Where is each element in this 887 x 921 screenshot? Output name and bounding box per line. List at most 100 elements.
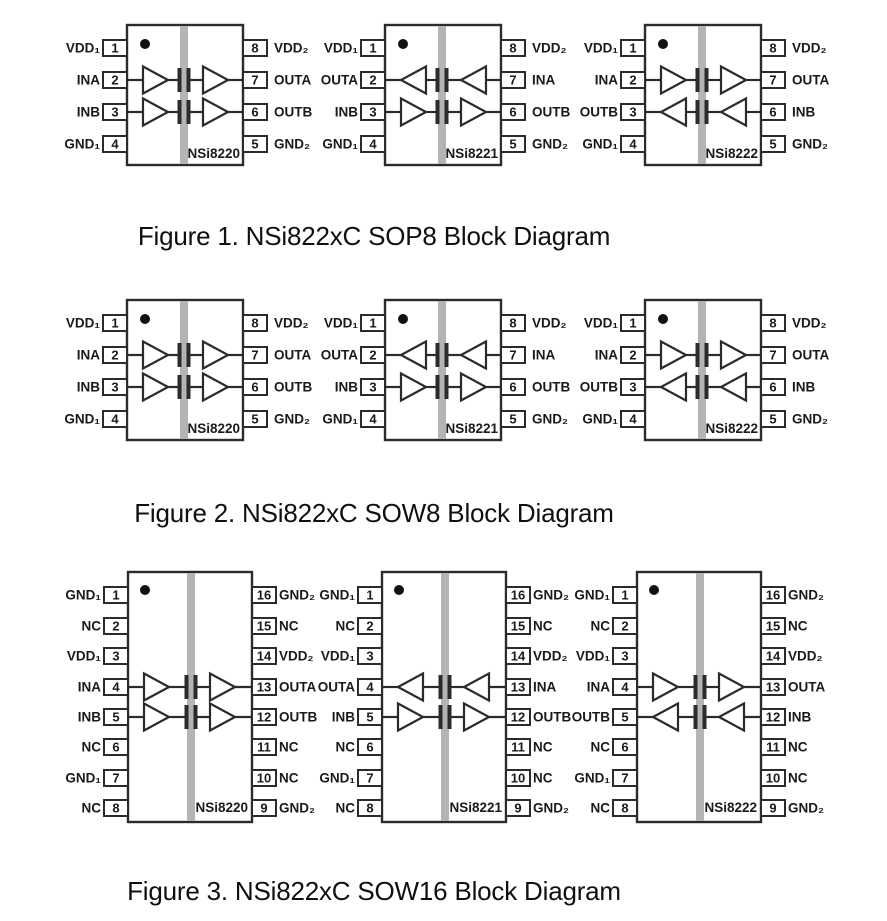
- chip-diagram-nsi8222-fig1: 1 VDD₁ 2 INA 3 OUTB 4 GND₁ 8 VDD₂ 7 OUTA 6 INB 5 GND₂ NS…: [580, 23, 829, 167]
- pin-number: 9: [514, 801, 521, 816]
- buffer-triangle-icon: [142, 701, 172, 733]
- pin-number: 1: [111, 41, 118, 56]
- pin1-marker-dot: [398, 39, 408, 49]
- pin-label: OUTB: [274, 380, 312, 395]
- capacitor-plate: [435, 100, 440, 124]
- chip-name-label: NSi8221: [445, 146, 498, 161]
- pin-number: 7: [251, 348, 258, 363]
- pin-number: 10: [766, 771, 780, 786]
- pin-label: INB: [77, 105, 101, 120]
- pin-number: 3: [629, 105, 636, 120]
- pin-number: 5: [112, 710, 119, 725]
- pin-label: GND₂: [279, 801, 315, 816]
- pin-label: VDD₁: [66, 316, 101, 331]
- buffer-triangle-icon: [716, 701, 746, 733]
- pin-number: 7: [112, 771, 119, 786]
- pin-label: OUTA: [318, 680, 355, 695]
- pin-number: 2: [629, 73, 636, 88]
- isolation-barrier: [187, 573, 195, 821]
- buffer-triangle-icon: [659, 64, 689, 96]
- buffer-triangle-icon: [396, 701, 426, 733]
- pin-number: 5: [251, 412, 258, 427]
- pin-label: VDD₂: [532, 316, 567, 331]
- buffer-triangle-icon: [208, 671, 238, 703]
- pin-number: 1: [366, 588, 373, 603]
- pin-number: 8: [769, 316, 776, 331]
- pin-box: [505, 586, 531, 604]
- pin-number: 7: [509, 348, 516, 363]
- pin-label: VDD₁: [584, 41, 619, 56]
- isolation-barrier: [438, 301, 446, 439]
- pin-label: VDD₁: [321, 649, 356, 664]
- pin-label: GND₂: [533, 801, 569, 816]
- pin-number: 16: [257, 588, 271, 603]
- pin-number: 16: [511, 588, 525, 603]
- pin-box: [103, 647, 129, 665]
- capacitor-plate: [435, 375, 440, 399]
- pin-box: [242, 410, 268, 428]
- pin-box: [102, 314, 128, 332]
- capacitor-plate: [444, 375, 449, 399]
- pin-number: 11: [766, 740, 780, 755]
- capacitor-plate: [693, 705, 698, 729]
- pin-box: [242, 135, 268, 153]
- pin-number: 6: [112, 740, 119, 755]
- capacitor-plate: [693, 675, 698, 699]
- pin-number: 16: [766, 588, 780, 603]
- pin-label: GND₂: [279, 588, 315, 603]
- buffer-triangle-icon: [395, 671, 425, 703]
- pin-label: OUTB: [580, 380, 618, 395]
- pin-box: [251, 738, 277, 756]
- pin-label: GND₂: [788, 801, 824, 816]
- pin-label: VDD₁: [324, 316, 359, 331]
- capacitor-plate: [193, 705, 198, 729]
- pin-label: OUTA: [274, 73, 311, 88]
- pin-number: 3: [112, 649, 119, 664]
- figure-3-caption: Figure 3. NSi822xC SOW16 Block Diagram: [127, 876, 621, 906]
- chip-diagram-nsi8221-fig3: 1 GND₁ 2 NC 3 VDD₁ 4 OUTA 5 INB 6 NC 7 GND₁ 8 NC 16 GND₂ 1…: [318, 570, 571, 824]
- pin-box: [505, 617, 531, 635]
- pin-box: [620, 135, 646, 153]
- pin-box: [251, 617, 277, 635]
- buffer-triangle-icon: [201, 339, 231, 371]
- chip-name-label: NSi8220: [187, 146, 240, 161]
- pin-number: 1: [369, 41, 376, 56]
- pin-box: [620, 39, 646, 57]
- pin-number: 1: [369, 316, 376, 331]
- pin-box: [103, 586, 129, 604]
- buffer-triangle-icon: [201, 96, 231, 128]
- chip-diagram-nsi8220-fig3: 1 GND₁ 2 NC 3 VDD₁ 4 INA 5 INB 6 NC 7 GND₁ 8 NC 16 GND₂ 15…: [65, 570, 317, 824]
- pin-label: OUTB: [274, 105, 312, 120]
- pin-box: [760, 617, 786, 635]
- pin-number: 2: [366, 619, 373, 634]
- buffer-triangle-icon: [208, 701, 238, 733]
- pin-number: 8: [366, 801, 373, 816]
- pin-number: 1: [629, 41, 636, 56]
- pin-label: VDD₂: [274, 41, 309, 56]
- pin-number: 4: [111, 412, 119, 427]
- pin-number: 6: [769, 105, 776, 120]
- capacitor-plate: [177, 68, 182, 92]
- pin-number: 7: [769, 73, 776, 88]
- chip-diagram-nsi8220-fig2: 1 VDD₁ 2 INA 3 INB 4 GND₁ 8 VDD₂ 7 OUTA 6 OUTB 5 GND₂ NS…: [64, 298, 312, 442]
- pin-number: 2: [369, 348, 376, 363]
- capacitor-plate: [704, 68, 709, 92]
- buffer-triangle-icon: [458, 64, 488, 96]
- pin-number: 3: [366, 649, 373, 664]
- pin-box: [103, 769, 129, 787]
- pin-number: 4: [369, 137, 377, 152]
- pin-box: [103, 617, 129, 635]
- pin-box: [612, 617, 638, 635]
- pin-number: 5: [769, 137, 776, 152]
- pin-box: [242, 314, 268, 332]
- pin-box: [760, 410, 786, 428]
- pin-number: 6: [251, 380, 258, 395]
- pin-number: 13: [766, 680, 780, 695]
- pin-number: 12: [511, 710, 525, 725]
- pin-number: 14: [257, 649, 272, 664]
- pin-box: [505, 769, 531, 787]
- chip-diagram-nsi8222-fig3: 1 GND₁ 2 NC 3 VDD₁ 4 INA 5 OUTB 6 NC 7 GND₁ 8 NC 16 GND₂ 1…: [572, 570, 825, 824]
- capacitor-plate: [435, 68, 440, 92]
- pin1-marker-dot: [140, 39, 150, 49]
- pin-box: [612, 586, 638, 604]
